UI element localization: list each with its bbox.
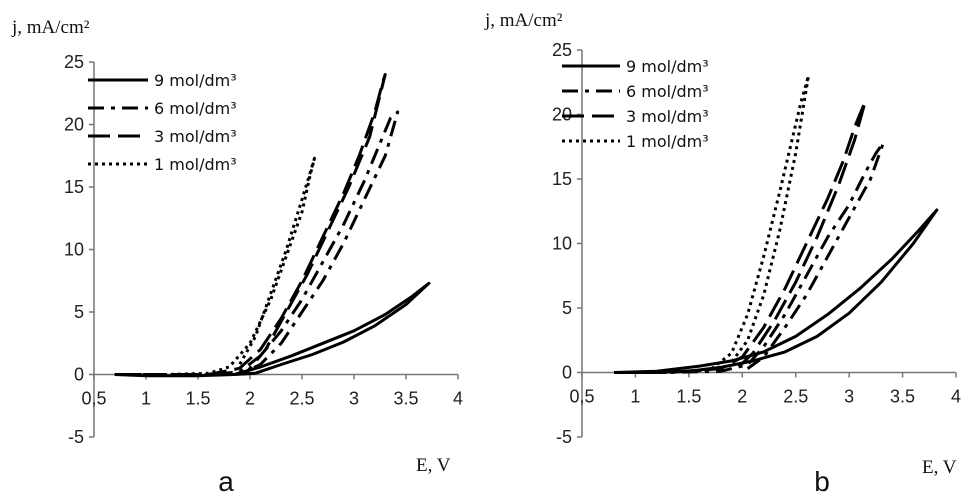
y-axis-label: j, mA/cm²	[484, 10, 563, 31]
x-tick-label: 2.5	[289, 389, 314, 409]
legend-entry: 1 mol/dm³	[626, 132, 709, 151]
legend-entry: 6 mol/dm³	[626, 82, 709, 101]
y-tick-label: 0	[562, 363, 572, 383]
x-tick-label: 3	[349, 389, 359, 409]
panel-label: b	[814, 466, 830, 497]
series-line	[614, 208, 939, 374]
x-tick-label: 2	[245, 389, 255, 409]
x-tick-label: 2	[737, 387, 747, 407]
x-tick-label: 3.5	[890, 387, 915, 407]
y-tick-label: 20	[552, 105, 572, 125]
y-tick-label: -5	[68, 427, 84, 447]
x-tick-label: 1	[141, 389, 151, 409]
y-tick-label: -5	[556, 427, 572, 447]
y-tick-label: 15	[64, 177, 84, 197]
x-tick-label: 2.5	[783, 387, 808, 407]
y-tick-label: 5	[74, 302, 84, 322]
y-axis-label: j, mA/cm²	[11, 17, 90, 38]
x-axis-label: E, V	[922, 457, 957, 478]
x-tick-label: 4	[951, 387, 961, 407]
chart-panel-a: -5 0 5 10 15 20 25 0,5 1 1.5 2 2.5 3 3.5 4 j, mA/cm² E, …	[11, 17, 463, 497]
y-tick-label: 25	[552, 40, 572, 60]
y-tick-label: 15	[552, 169, 572, 189]
x-tick-label: 1.5	[185, 389, 210, 409]
x-tick-label: 0,5	[569, 387, 594, 407]
y-tick-label: 0	[74, 365, 84, 385]
legend-entry: 9 mol/dm³	[154, 71, 237, 90]
legend-entry: 3 mol/dm³	[154, 127, 237, 146]
y-tick-label: 10	[64, 240, 84, 260]
y-tick-label: 10	[552, 234, 572, 254]
series-line	[114, 73, 387, 376]
panel-label: a	[218, 466, 234, 497]
y-tick-label: 5	[562, 298, 572, 318]
x-tick-label: 1	[630, 387, 640, 407]
x-tick-label: 0,5	[81, 389, 106, 409]
series-line	[614, 74, 810, 374]
legend-entry: 3 mol/dm³	[626, 107, 709, 126]
x-tick-label: 3.5	[393, 389, 418, 409]
series-line	[114, 156, 316, 376]
x-axis-label: E, V	[416, 455, 451, 476]
y-tick-label: 20	[64, 115, 84, 135]
series-line	[614, 100, 867, 374]
x-tick-label: 4	[453, 389, 463, 409]
legend-entry: 9 mol/dm³	[626, 57, 709, 76]
legend-entry: 6 mol/dm³	[154, 99, 237, 118]
series-line	[114, 281, 431, 378]
x-tick-label: 3	[844, 387, 854, 407]
legend-entry: 1 mol/dm³	[154, 155, 237, 174]
chart-panel-b: -5 0 5 10 15 20 25 0,5 1 1.5 2 2.5 3 3.5 4 j, mA/cm² E, …	[484, 10, 961, 497]
y-tick-label: 25	[64, 52, 84, 72]
x-tick-label: 1.5	[676, 387, 701, 407]
